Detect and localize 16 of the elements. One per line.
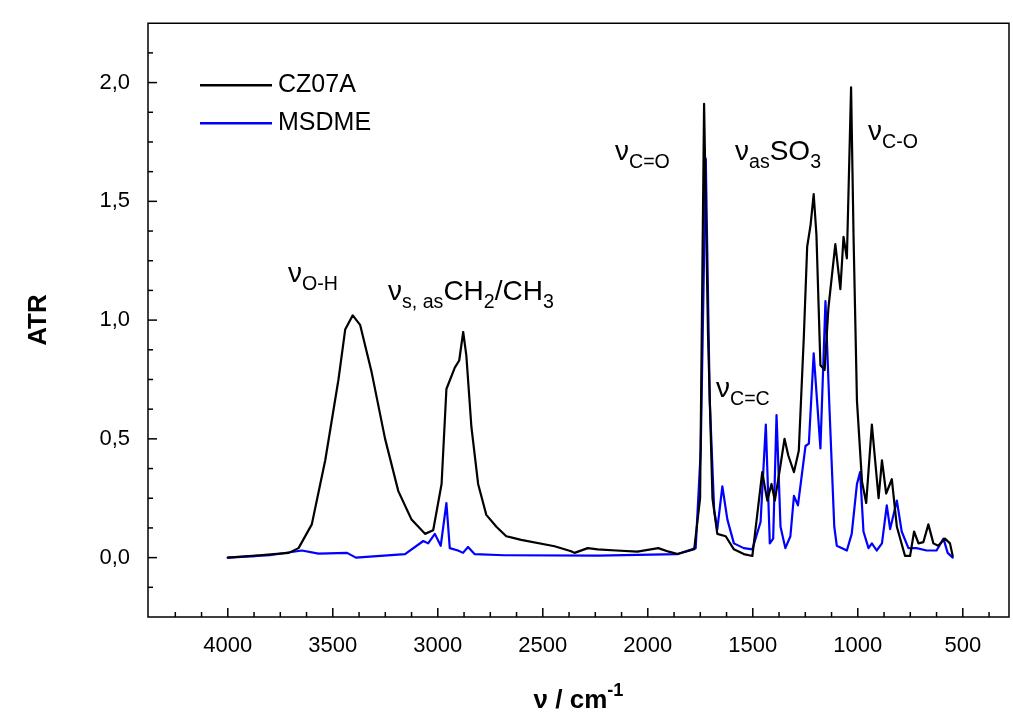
y-tick-label: 0,0 [99, 543, 130, 569]
x-tick-label: 500 [944, 632, 982, 658]
y-tick-label: 1,5 [99, 187, 130, 213]
y-tick-label: 1,0 [99, 306, 130, 332]
legend-label: CZ07A [278, 69, 357, 98]
x-tick-label: 3500 [308, 632, 358, 658]
x-tick-label: 1000 [833, 632, 883, 658]
y-tick-label: 2,0 [99, 68, 130, 94]
x-tick-label: 1500 [728, 632, 778, 658]
x-tick-label: 4000 [203, 632, 253, 658]
x-tick-label: 3000 [413, 632, 463, 658]
y-axis-title: ATR [22, 294, 52, 346]
y-tick-label: 0,5 [99, 424, 130, 450]
x-tick-label: 2000 [623, 632, 673, 658]
legend-label: MSDME [278, 107, 372, 136]
x-tick-label: 2500 [518, 632, 568, 658]
